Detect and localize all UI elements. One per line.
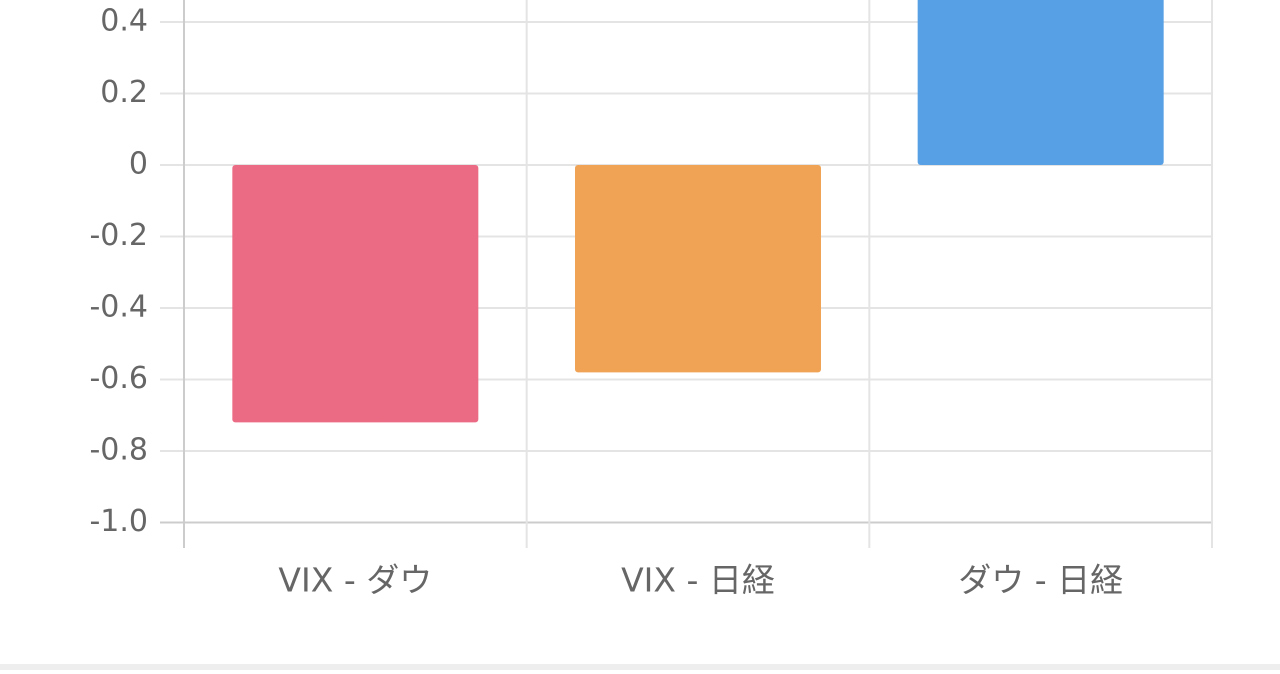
bar	[232, 165, 479, 423]
x-tick-label: VIX - ダウ	[278, 561, 432, 600]
y-tick-label: -0.6	[89, 361, 148, 396]
x-tick-label: VIX - 日経	[621, 561, 775, 600]
bar	[575, 165, 821, 373]
y-tick-label: 0.4	[100, 4, 148, 39]
y-tick-label: -0.4	[89, 290, 148, 325]
y-tick-label: -0.8	[89, 433, 148, 468]
x-tick-label: ダウ - 日経	[958, 561, 1123, 600]
bar	[917, 0, 1164, 165]
y-tick-label: 0	[129, 147, 148, 182]
bottom-strip	[0, 664, 1280, 670]
y-tick-label: -1.0	[89, 504, 148, 539]
bars	[232, 0, 1164, 423]
y-tick-label: -0.2	[89, 218, 148, 253]
y-tick-label: 0.2	[100, 75, 148, 110]
